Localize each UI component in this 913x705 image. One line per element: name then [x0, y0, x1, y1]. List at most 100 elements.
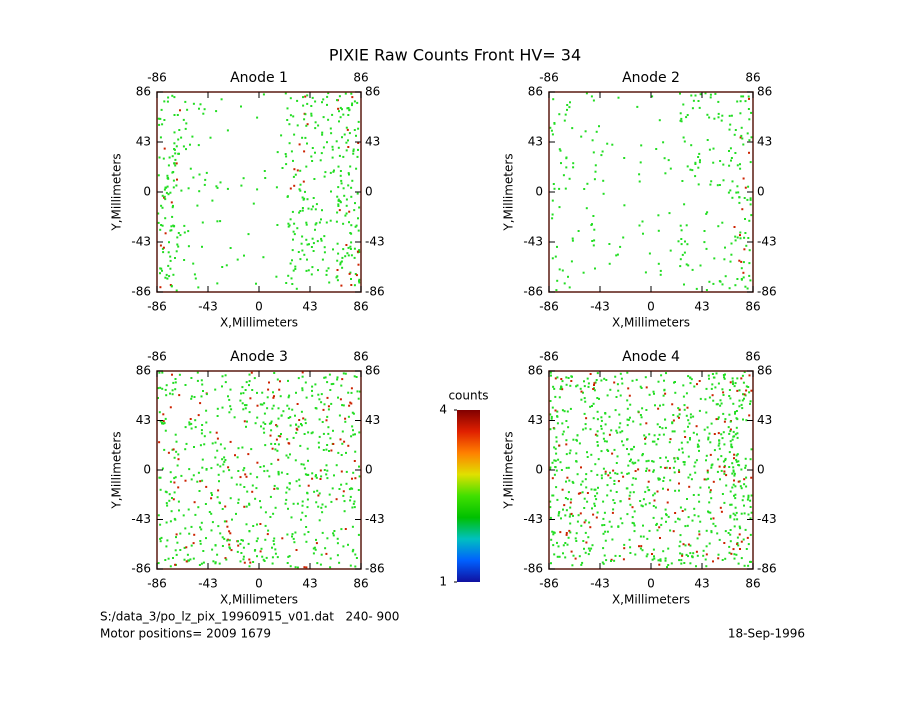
date-note: 18-Sep-1996	[728, 627, 805, 641]
count-dot	[694, 161, 697, 164]
count-dot	[691, 169, 694, 172]
count-dot	[159, 540, 162, 543]
count-dot	[300, 410, 303, 413]
count-dot	[683, 463, 686, 466]
count-dot	[279, 435, 282, 438]
count-dot	[228, 546, 231, 549]
count-dot	[581, 561, 584, 564]
count-dot	[185, 546, 188, 549]
count-dot	[740, 95, 743, 98]
count-dot	[740, 512, 743, 515]
count-dot	[585, 417, 588, 420]
count-dot	[209, 136, 212, 139]
count-dot	[169, 267, 172, 270]
count-dot	[733, 472, 736, 475]
count-dot	[310, 155, 313, 158]
count-dot	[738, 201, 741, 204]
count-dot	[682, 384, 685, 387]
count-dot	[319, 478, 322, 480]
count-dot	[683, 562, 686, 564]
count-dot	[744, 218, 746, 220]
count-dot	[219, 181, 222, 184]
y-right-tick-label: 0	[757, 185, 765, 199]
count-dot	[731, 377, 734, 380]
count-dot	[709, 96, 712, 99]
count-dot	[665, 372, 667, 375]
count-dot	[350, 402, 353, 405]
count-dot	[691, 107, 694, 110]
count-dot	[310, 246, 313, 248]
count-dot	[591, 240, 594, 242]
count-dot	[689, 552, 692, 555]
count-dot	[620, 377, 623, 380]
count-dot	[161, 387, 164, 390]
count-dot	[294, 531, 297, 534]
count-dot	[342, 222, 345, 225]
count-dot	[280, 134, 283, 137]
count-dot	[189, 143, 191, 146]
count-dot	[724, 373, 726, 376]
count-dot	[600, 450, 603, 453]
count-dot	[271, 546, 273, 549]
count-dot	[657, 407, 660, 410]
count-dot	[596, 473, 599, 476]
count-dot	[712, 282, 715, 285]
count-dot	[331, 487, 334, 490]
count-dot	[602, 547, 605, 550]
count-dot	[729, 516, 732, 519]
x-tick-label: 43	[694, 577, 709, 591]
count-dot	[745, 476, 748, 479]
count-dot	[567, 491, 570, 494]
count-dot	[747, 237, 750, 239]
count-dot	[582, 428, 585, 431]
count-dot	[567, 536, 570, 539]
count-dot	[175, 536, 177, 539]
count-dot	[245, 404, 248, 407]
count-dot	[679, 258, 682, 261]
count-dot	[357, 263, 360, 266]
count-dot	[684, 436, 687, 438]
count-dot	[346, 107, 349, 110]
count-dot	[722, 374, 725, 376]
count-dot	[665, 520, 667, 523]
count-dot	[565, 157, 568, 160]
count-dot	[602, 562, 605, 565]
count-dot	[339, 116, 342, 119]
count-dot	[553, 427, 556, 430]
count-dot	[655, 148, 658, 150]
count-dot	[722, 460, 725, 463]
count-dot	[254, 422, 257, 425]
count-dot	[227, 466, 230, 469]
count-dot	[684, 525, 687, 528]
count-dot	[674, 391, 677, 394]
count-dot	[216, 437, 219, 440]
count-dot	[249, 397, 252, 400]
count-dot	[609, 471, 611, 474]
count-dot	[731, 472, 734, 475]
count-dot	[698, 449, 700, 452]
count-dot	[692, 431, 695, 434]
y-right-tick-label: 86	[365, 85, 380, 99]
count-dot	[610, 560, 612, 562]
count-dot	[188, 423, 191, 426]
count-dot	[303, 533, 306, 536]
y-right-tick-label: -43	[757, 512, 777, 526]
count-dot	[705, 212, 708, 215]
count-dot	[314, 407, 317, 409]
count-dot	[294, 268, 297, 270]
count-dot	[669, 438, 672, 441]
count-dot	[270, 442, 273, 445]
count-dot	[652, 548, 655, 551]
count-dot	[331, 156, 334, 159]
count-dot	[674, 460, 677, 463]
count-dot	[174, 476, 177, 479]
count-dot	[286, 404, 289, 407]
count-dot	[327, 405, 330, 408]
count-dot	[564, 187, 567, 190]
count-dot	[626, 448, 628, 450]
x-top-tick-label: 86	[353, 350, 368, 364]
count-dot	[294, 459, 297, 462]
count-dot	[748, 118, 751, 121]
count-dot	[192, 102, 195, 105]
count-dot	[658, 478, 661, 481]
